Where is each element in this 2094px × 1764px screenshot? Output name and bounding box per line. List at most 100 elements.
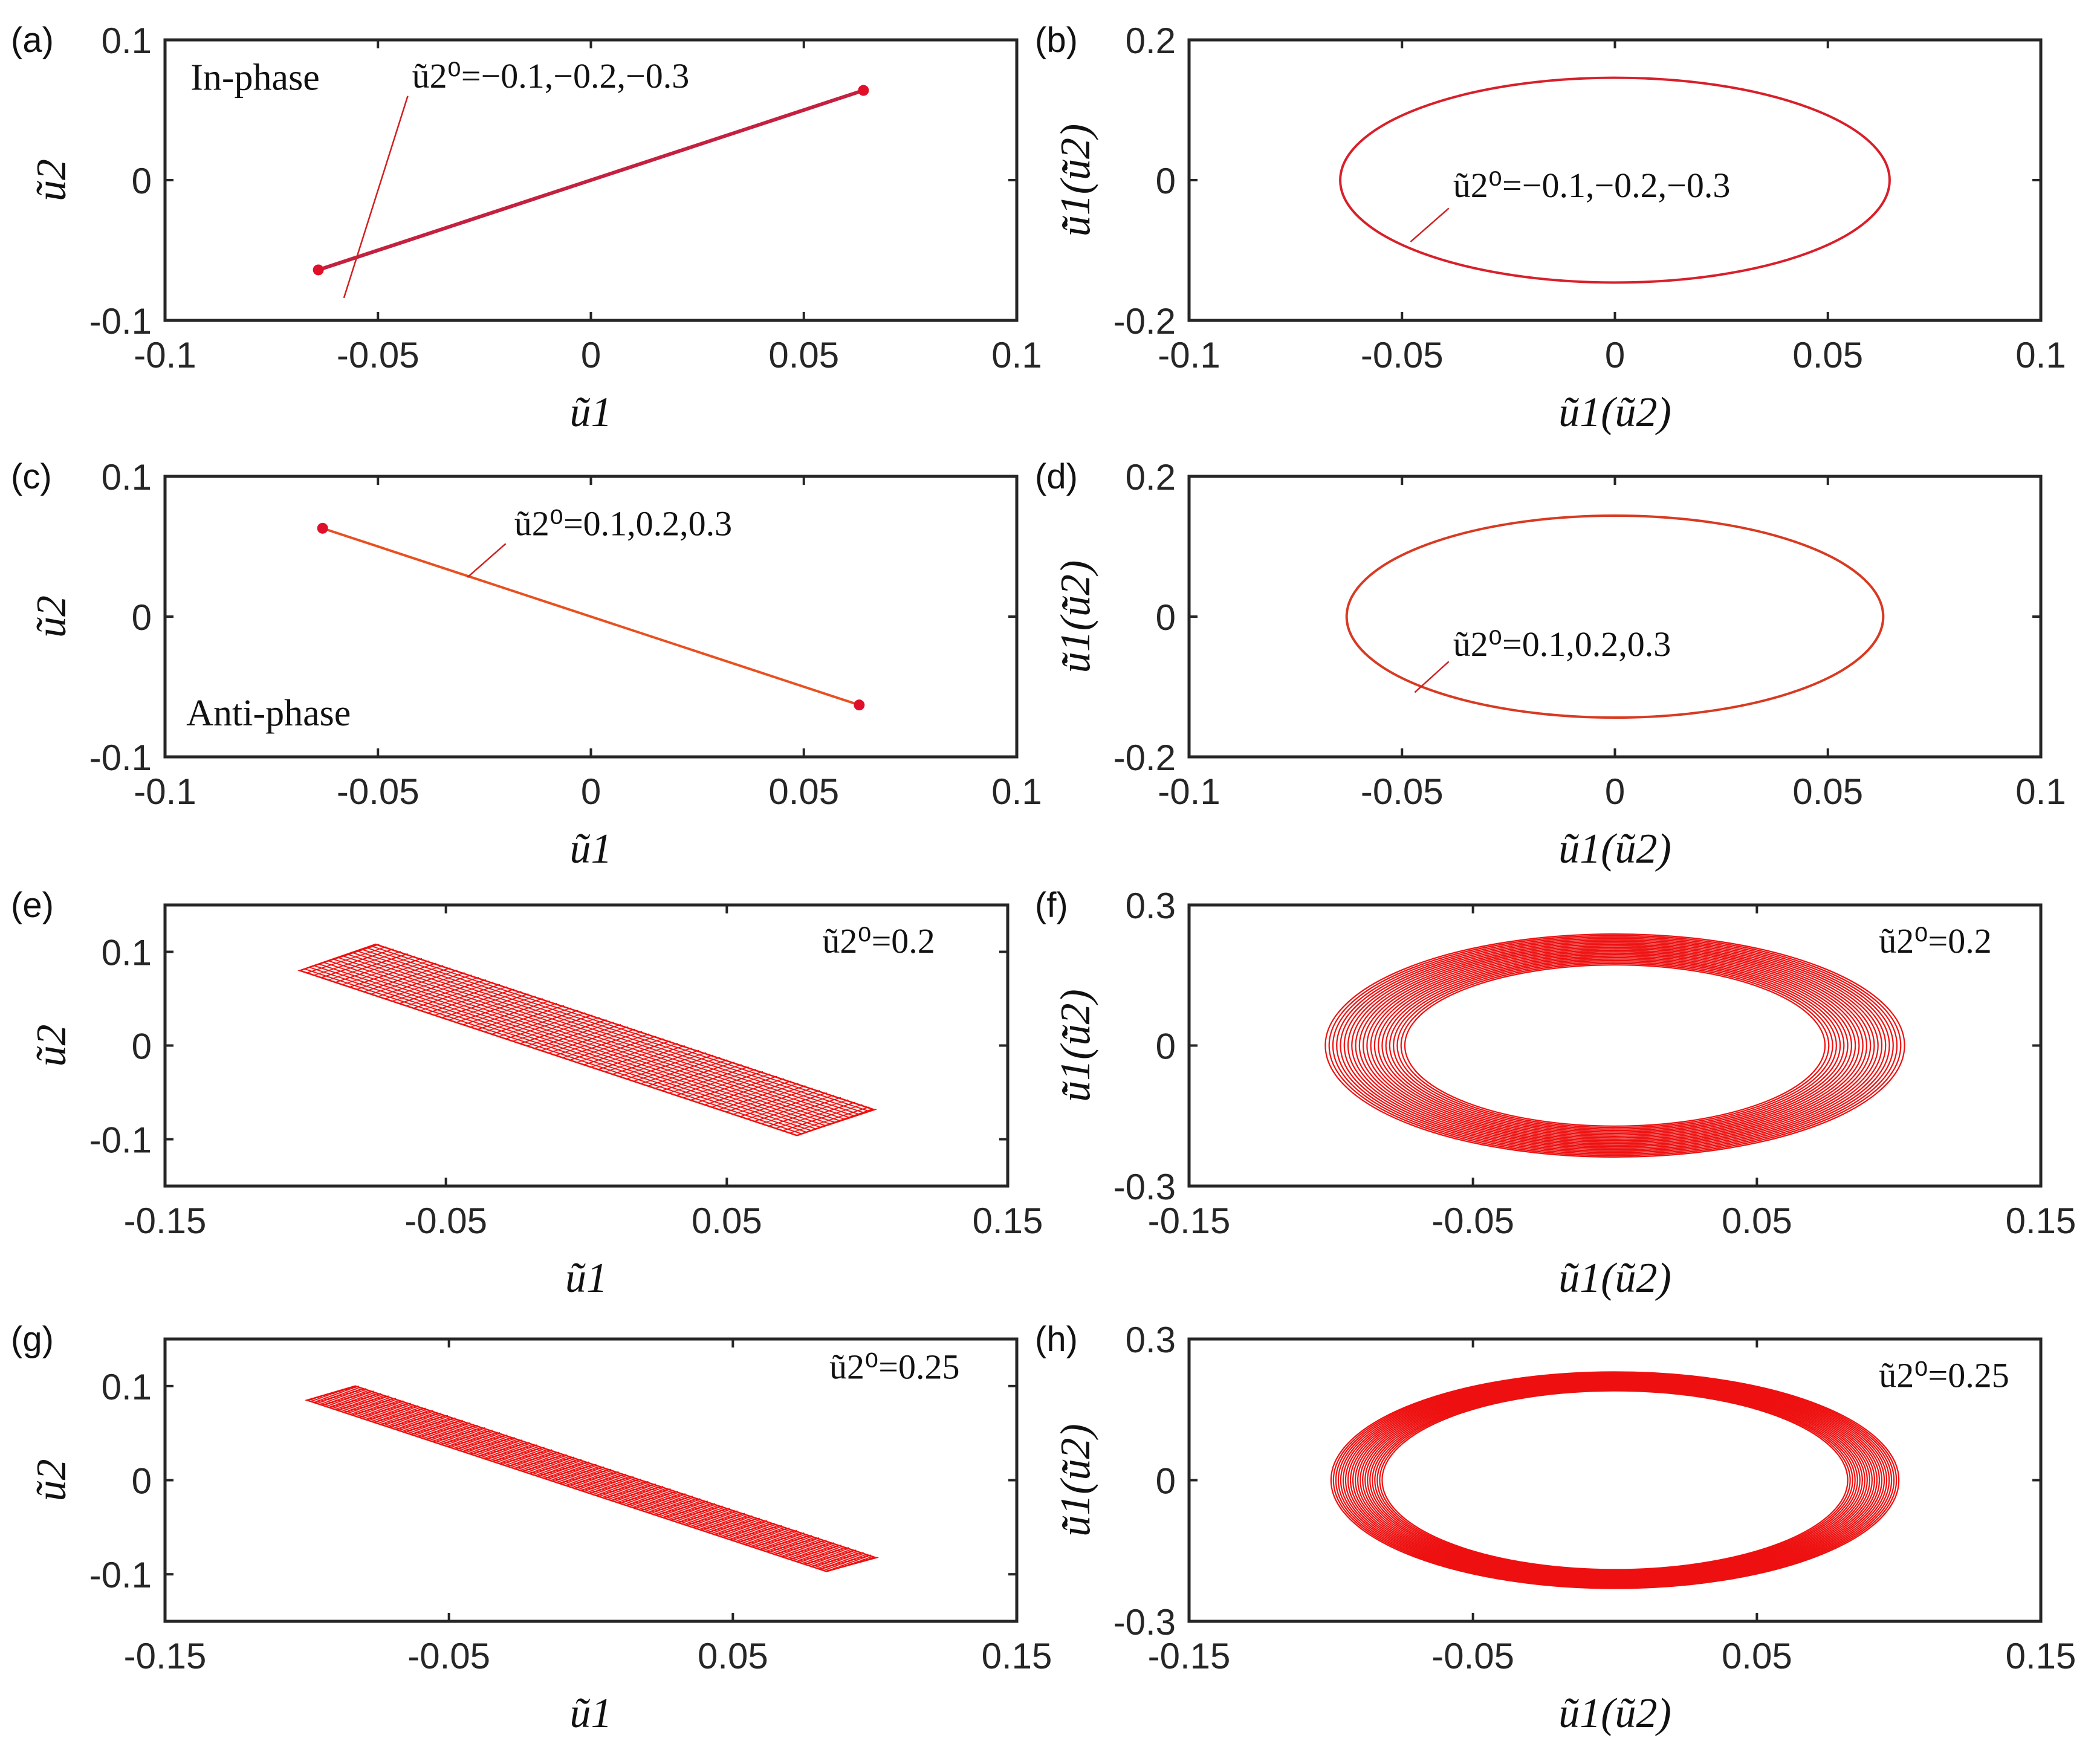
axes-box	[1187, 1337, 2043, 1623]
band-crossline	[715, 1520, 768, 1535]
panel-a: (a) -0.1 -0.05 0 0.05 0.1 -0.1 0 0.1 ũ1 ũ2 ũ2⁰=−0.1…	[11, 21, 1042, 436]
x-tick-label: 0.1	[991, 335, 1042, 375]
band-crossline	[403, 1417, 456, 1433]
x-tick-label: -0.05	[337, 771, 420, 812]
band-crossline	[371, 967, 451, 995]
axes-box	[163, 1337, 1019, 1623]
band-strand	[349, 1387, 869, 1560]
band-crossline	[634, 1054, 713, 1082]
band-crossline	[566, 1471, 619, 1487]
panel-letter: (a)	[11, 21, 54, 60]
band-crossline	[456, 996, 536, 1023]
band-crossline	[647, 1059, 728, 1087]
panel-letter: (g)	[11, 1320, 54, 1359]
y-tick-label: -0.1	[89, 301, 152, 342]
panel-e: (e) -0.15 -0.05 0.05 0.15 -0.1 0 0.1 ũ1 ũ2 ũ2⁰=0.2	[11, 886, 1043, 1302]
x-axis-label: ũ1	[565, 1255, 608, 1302]
y-tick-label: 0.2	[1126, 457, 1176, 498]
x-tick-label: -0.05	[337, 335, 420, 375]
trajectory-ring	[1336, 938, 1894, 1153]
band-strand	[375, 944, 874, 1110]
band-crossline	[499, 1449, 553, 1465]
panel-g: (g) -0.15 -0.05 0.05 0.15 -0.1 0 0.1 ũ1 ũ2 ũ2⁰=0.2…	[11, 1320, 1052, 1737]
trajectory-ring	[1360, 1382, 1870, 1578]
axes-box	[1187, 38, 2043, 322]
band-crossline	[574, 1473, 626, 1489]
band-crossline	[618, 1488, 671, 1503]
band-crossline	[782, 1104, 863, 1132]
band-crossline	[399, 976, 479, 1004]
band-strand	[361, 948, 859, 1115]
band-crossline	[662, 1064, 742, 1092]
y-tick-label: -0.2	[1113, 301, 1176, 342]
trajectory-ring	[1396, 961, 1833, 1130]
band-crossline	[356, 962, 436, 990]
band-crossline	[737, 1527, 790, 1543]
data-layer	[322, 527, 860, 707]
band-crossline	[395, 1415, 449, 1430]
y-tick-label: 0.3	[1126, 886, 1176, 926]
x-axis-label: ũ1	[570, 1690, 612, 1737]
band-crossline	[670, 1505, 723, 1521]
band-strand	[337, 956, 835, 1123]
x-tick-label: -0.05	[407, 1636, 490, 1676]
y-axis-label: u̇̃1(u̇̃2)	[1052, 124, 1099, 237]
band-crossline	[640, 1057, 721, 1085]
band-strand	[334, 1392, 854, 1565]
x-tick-label: 0	[1605, 335, 1625, 375]
x-tick-label: -0.15	[124, 1201, 207, 1241]
band-crossline	[782, 1542, 834, 1557]
band-crossline	[690, 1073, 770, 1101]
x-tick-label: 0.15	[982, 1636, 1052, 1676]
band-crossline	[534, 1021, 614, 1049]
band-crossline	[484, 1005, 565, 1033]
band-crossline	[754, 1094, 834, 1122]
band-crossline	[374, 1407, 426, 1423]
band-crossline	[392, 974, 472, 1002]
band-crossline	[768, 1099, 849, 1127]
panel-b: (b) -0.1 -0.05 0 0.05 0.1 -0.2 0 0.2 ũ1(ũ2) u̇̃1(u…	[1035, 21, 2066, 436]
band-crossline	[413, 981, 493, 1009]
band-strand	[343, 1389, 863, 1561]
band-crossline	[306, 1386, 359, 1401]
annotation-label: ũ2⁰=0.1,0.2,0.3	[514, 504, 732, 543]
band-crossline	[551, 1466, 605, 1482]
band-crossline	[366, 1405, 419, 1421]
band-crossline	[427, 986, 508, 1014]
annotation-label: ũ2⁰=0.1,0.2,0.3	[1453, 624, 1671, 664]
band-crossline	[470, 1000, 550, 1028]
band-crossline	[328, 953, 408, 981]
trajectory-ring	[1378, 954, 1852, 1137]
trajectory-ring	[1358, 946, 1872, 1145]
band-crossline	[406, 979, 486, 1007]
y-tick-label: 0.1	[102, 933, 152, 973]
x-axis-label: ũ1(ũ2)	[1558, 1255, 1671, 1302]
band-crossline	[683, 1071, 763, 1098]
band-crossline	[447, 1432, 501, 1447]
x-tick-label: 0.1	[2015, 771, 2066, 812]
x-tick-label: -0.15	[124, 1636, 207, 1676]
y-tick-label: 0	[132, 1461, 152, 1502]
x-axis-label: ũ1(ũ2)	[1558, 389, 1671, 436]
y-tick-label: -0.1	[89, 1120, 152, 1161]
data-layer	[1324, 933, 1905, 1158]
y-tick-label: 0	[132, 161, 152, 201]
y-tick-label: 0	[132, 1026, 152, 1067]
band-strand	[355, 1385, 875, 1558]
band-crossline	[299, 944, 380, 971]
axes-box	[163, 903, 1010, 1188]
band-crossline	[676, 1068, 756, 1096]
band-crossline	[455, 1435, 508, 1450]
band-crossline	[722, 1522, 775, 1538]
x-tick-label: 0.05	[1792, 771, 1863, 812]
annotation-label: ũ2⁰=0.2	[822, 921, 935, 961]
x-tick-label: -0.1	[1158, 335, 1220, 375]
trajectory-ring	[1324, 933, 1905, 1158]
band-crossline	[498, 1010, 579, 1037]
x-tick-label: 0.05	[698, 1636, 768, 1676]
y-tick-label: -0.2	[1113, 738, 1176, 778]
band-crossline	[612, 1047, 692, 1075]
y-tick-label: 0	[1156, 161, 1176, 201]
band-crossline	[462, 1437, 515, 1452]
